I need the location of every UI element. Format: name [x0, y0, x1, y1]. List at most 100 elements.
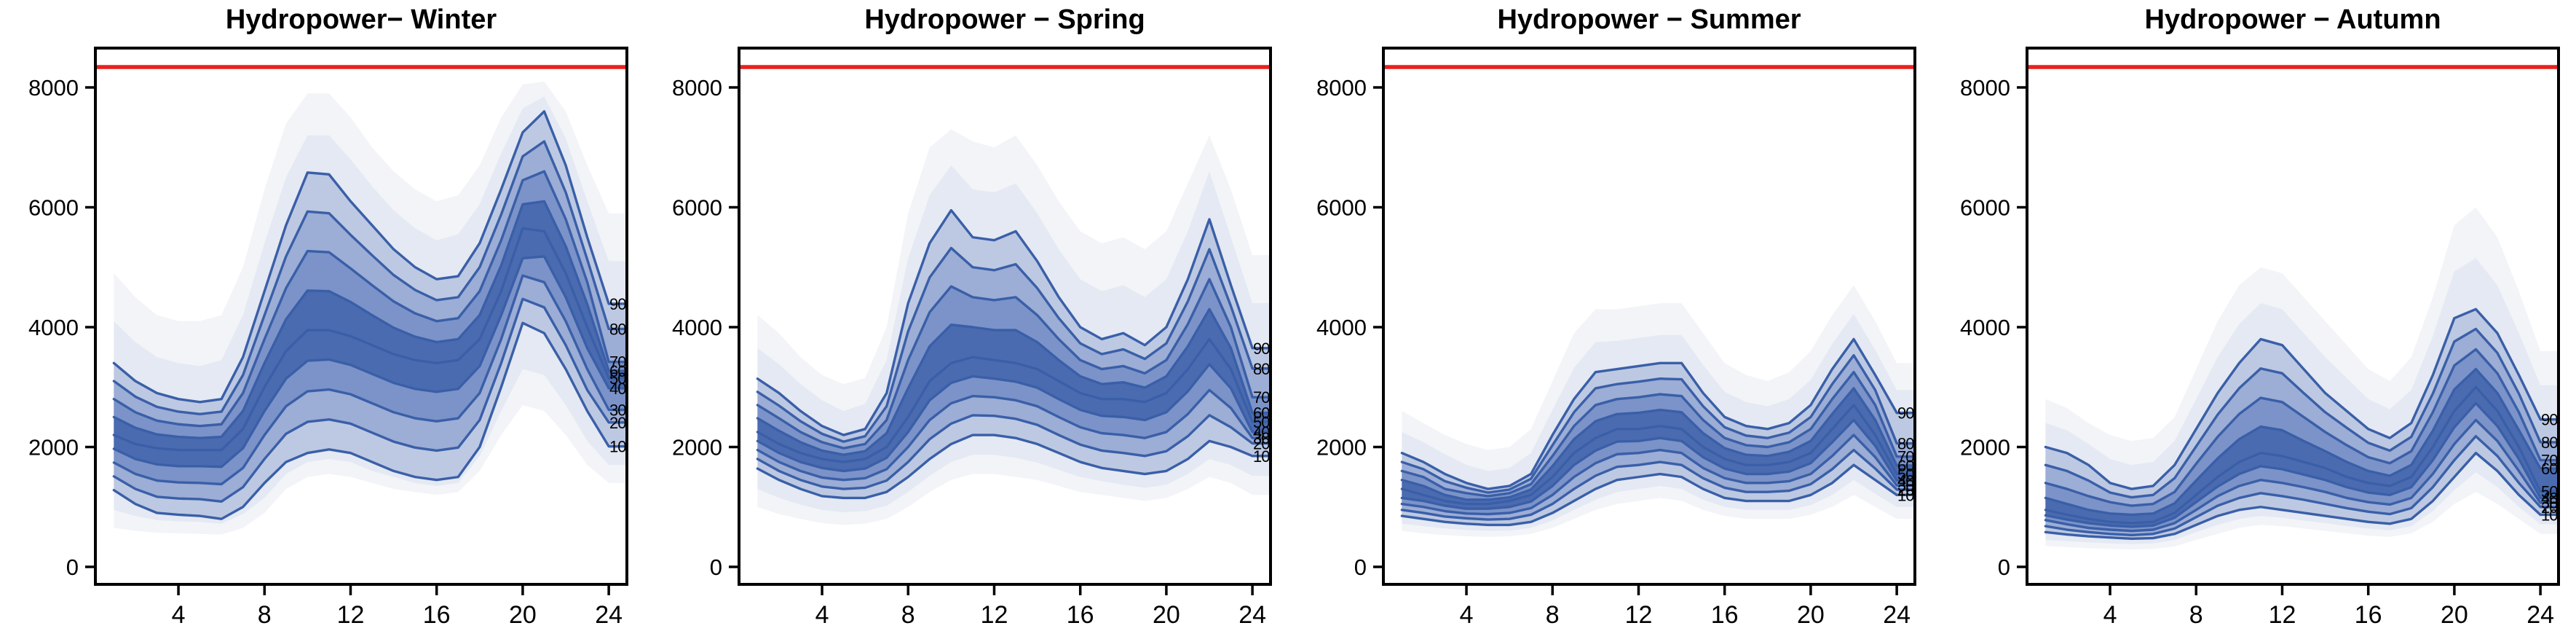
percentile-label-p90: 90%	[1897, 404, 1927, 423]
plot-box	[2026, 47, 2560, 586]
percentile-label-p10: 10%	[609, 438, 639, 456]
percentile-label-p10: 10%	[1897, 486, 1927, 504]
percentile-label-p90: 90%	[2541, 411, 2571, 429]
quantile-line-p10	[756, 434, 1270, 500]
plot-box	[94, 47, 628, 586]
x-tick-label: 4	[815, 601, 829, 629]
quantile-line-p90	[112, 110, 626, 404]
quantile-line-p20	[1400, 448, 1914, 521]
percentile-label-p70: 70%	[1897, 448, 1927, 466]
x-tick-label: 16	[2355, 601, 2382, 629]
percentile-label-p50: 50%	[2541, 482, 2571, 501]
percentile-label-p70: 70%	[609, 353, 639, 372]
percentile-label-p40: 40%	[1253, 423, 1283, 442]
percentile-label-p40: 40%	[609, 380, 639, 398]
percentile-label-p80: 80%	[609, 320, 639, 338]
quantile-line-p60	[2044, 367, 2558, 517]
quantile-line-p10	[1400, 463, 1914, 527]
y-tick-label: 0	[710, 554, 722, 580]
panel-hydropower-summer: 10% 20% 30% 40% 50% 60% 70% 80% 90% 0 2000 4000 6000…	[1288, 0, 1932, 639]
x-tick-label: 8	[901, 601, 915, 629]
x-tick-label: 24	[2526, 601, 2554, 629]
percentile-labels: 10%20%30%40%50%60%70%80%90%	[1253, 340, 1283, 466]
percentile-label-p70: 70%	[2541, 452, 2571, 470]
plot-area	[96, 65, 626, 535]
y-tick-label: 8000	[28, 75, 79, 101]
quantile-line-p50	[112, 227, 626, 452]
quantile-line-p20	[112, 297, 626, 503]
panel-title: Hydropower − Autumn	[2144, 4, 2441, 35]
percentile-label-p40: 40%	[2541, 489, 2571, 507]
x-tick-label: 4	[1460, 601, 1474, 629]
percentile-label-p30: 30%	[1253, 429, 1283, 447]
percentile-label-p60: 60%	[1253, 404, 1283, 423]
quantile-line-p10	[112, 321, 626, 520]
percentile-label-p80: 80%	[1897, 435, 1927, 453]
percentile-label-p80: 80%	[2541, 434, 2571, 452]
quantile-line-p60	[1400, 387, 1914, 501]
percentile-label-p30: 30%	[1897, 477, 1927, 495]
percentile-label-p60: 60%	[609, 362, 639, 380]
x-tick-label: 16	[423, 601, 451, 629]
y-tick-label: 4000	[672, 315, 722, 340]
panel-hydropower-winter: 10% 20% 30% 40% 50% 60% 70% 80% 90% 0 2000 4000 6000…	[0, 0, 644, 639]
percentile-label-p30: 30%	[2541, 494, 2571, 512]
fan-band-p40-p60	[1402, 388, 1914, 509]
x-tick-label: 12	[337, 601, 365, 629]
x-tick-label: 20	[1797, 601, 1825, 629]
fan-band-p30-p70	[1402, 372, 1914, 514]
panel-title: Hydropower − Spring	[864, 4, 1145, 35]
percentile-label-p60: 60%	[2541, 460, 2571, 478]
y-tick-label: 8000	[672, 75, 722, 101]
plot-area	[740, 65, 1270, 525]
quantile-line-p20	[756, 414, 1270, 490]
quantile-line-p80	[112, 140, 626, 415]
y-tick-label: 0	[66, 554, 79, 580]
quantile-line-p40	[1400, 418, 1914, 510]
x-tick-label: 12	[2269, 601, 2296, 629]
percentile-label-p10: 10%	[2541, 506, 2571, 524]
fan-band-p40-p60	[114, 201, 626, 467]
percentile-label-p10: 10%	[1253, 447, 1283, 466]
plot-area	[1384, 65, 1914, 537]
quantile-line-p90	[2044, 307, 2558, 490]
panel-title: Hydropower− Winter	[225, 4, 497, 35]
fan-band-p40-p60	[2045, 369, 2558, 527]
panel-hydropower-autumn: 10% 20% 30% 40% 50% 60% 70% 80% 90% 0 2000 4000 6000…	[1932, 0, 2576, 639]
y-tick-label: 6000	[28, 195, 79, 221]
fan-chart-winter: 10% 20%30% 40%50%60%70% 80% 90% 0 2000 4000 6000…	[28, 47, 639, 629]
quantile-line-p10	[2044, 452, 2558, 541]
fan-chart-spring: 10%20%30%40%50%60%70% 80% 90% 0 2000 4000 6000…	[672, 47, 1283, 629]
percentile-labels: 10%20%30%40%50%60%70%80%90%	[1897, 404, 1927, 505]
percentile-label-p20: 20%	[1253, 435, 1283, 453]
x-tick-label: 24	[1238, 601, 1266, 629]
x-tick-label: 16	[1711, 601, 1739, 629]
quantile-line-p50	[1400, 404, 1914, 506]
quantile-line-p30	[756, 388, 1270, 482]
x-tick-label: 8	[258, 601, 272, 629]
y-tick-label: 8000	[1316, 75, 1367, 101]
quantile-line-p50	[756, 337, 1270, 463]
quantile-line-p40	[756, 363, 1270, 473]
fan-chart-autumn: 10%20%30%40%50% 60%70%80% 90% 0 2000 4000 6000…	[1960, 47, 2571, 629]
y-tick-label: 2000	[28, 435, 79, 460]
fan-chart-summer: 10%20%30%40%50%60%70%80% 90% 0 2000 4000 6000…	[1316, 47, 1927, 629]
x-tick-label: 20	[1153, 601, 1180, 629]
quantile-line-p40	[112, 255, 626, 469]
plot-area	[2028, 65, 2558, 550]
x-tick-label: 8	[2189, 601, 2203, 629]
percentile-label-p20: 20%	[2541, 498, 2571, 517]
y-tick-label: 6000	[1316, 195, 1367, 221]
percentile-label-p80: 80%	[1253, 360, 1283, 378]
x-tick-label: 20	[2441, 601, 2468, 629]
quantile-line-p70	[756, 278, 1270, 450]
quantile-line-p60	[756, 307, 1270, 456]
percentile-labels: 10%20%30%40%50%60%70%80%90%	[609, 295, 639, 456]
y-tick-label: 4000	[28, 315, 79, 340]
quantile-line-p60	[112, 200, 626, 439]
x-tick-label: 4	[172, 601, 186, 629]
y-tick-label: 4000	[1960, 315, 2010, 340]
panel-title: Hydropower − Summer	[1497, 4, 1801, 35]
quantile-line-p40	[2044, 401, 2558, 528]
percentile-label-p30: 30%	[609, 401, 639, 420]
